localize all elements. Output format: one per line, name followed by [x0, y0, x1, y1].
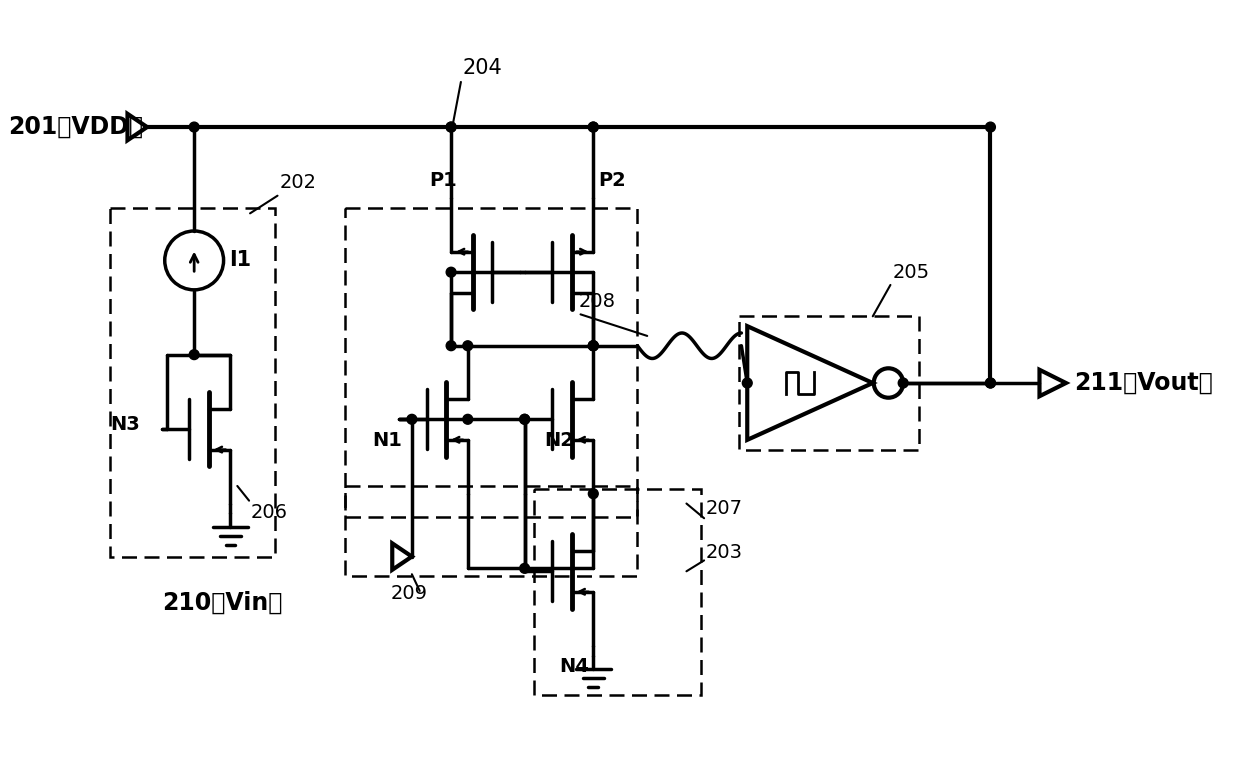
Text: N2: N2: [544, 431, 574, 450]
Circle shape: [190, 122, 200, 132]
Text: I1: I1: [229, 250, 252, 270]
Circle shape: [743, 378, 753, 388]
Circle shape: [589, 122, 598, 132]
Text: 207: 207: [706, 499, 743, 518]
Circle shape: [446, 122, 456, 132]
Circle shape: [589, 122, 598, 132]
Circle shape: [407, 414, 417, 424]
Text: 208: 208: [579, 293, 615, 312]
Circle shape: [446, 267, 456, 277]
Text: N4: N4: [559, 657, 589, 676]
Text: 210（Vin）: 210（Vin）: [161, 591, 283, 615]
Circle shape: [463, 341, 472, 351]
Circle shape: [589, 341, 598, 351]
Circle shape: [986, 378, 996, 388]
Circle shape: [190, 350, 200, 359]
Text: N3: N3: [110, 414, 140, 434]
Text: 209: 209: [391, 584, 428, 603]
Circle shape: [986, 378, 996, 388]
Circle shape: [986, 122, 996, 132]
Bar: [345, 486, 637, 576]
Circle shape: [520, 414, 529, 424]
Text: 203: 203: [706, 543, 743, 561]
Bar: [534, 489, 701, 695]
Text: 206: 206: [250, 502, 288, 522]
Text: 201（VDD）: 201（VDD）: [7, 115, 143, 139]
Text: P2: P2: [598, 171, 626, 190]
Bar: [110, 208, 274, 557]
Bar: [739, 316, 919, 450]
Circle shape: [520, 414, 529, 424]
Text: 204: 204: [463, 58, 502, 78]
Circle shape: [589, 341, 598, 351]
Circle shape: [446, 341, 456, 351]
Text: 202: 202: [279, 173, 316, 192]
Circle shape: [446, 122, 456, 132]
Text: P1: P1: [429, 171, 458, 190]
Text: N1: N1: [373, 431, 403, 450]
Bar: [345, 208, 637, 517]
Circle shape: [463, 414, 472, 424]
Circle shape: [898, 378, 908, 388]
Circle shape: [589, 489, 598, 499]
Text: 205: 205: [893, 263, 930, 282]
Circle shape: [520, 564, 529, 573]
Circle shape: [589, 341, 598, 351]
Text: 211（Vout）: 211（Vout）: [1074, 371, 1213, 395]
